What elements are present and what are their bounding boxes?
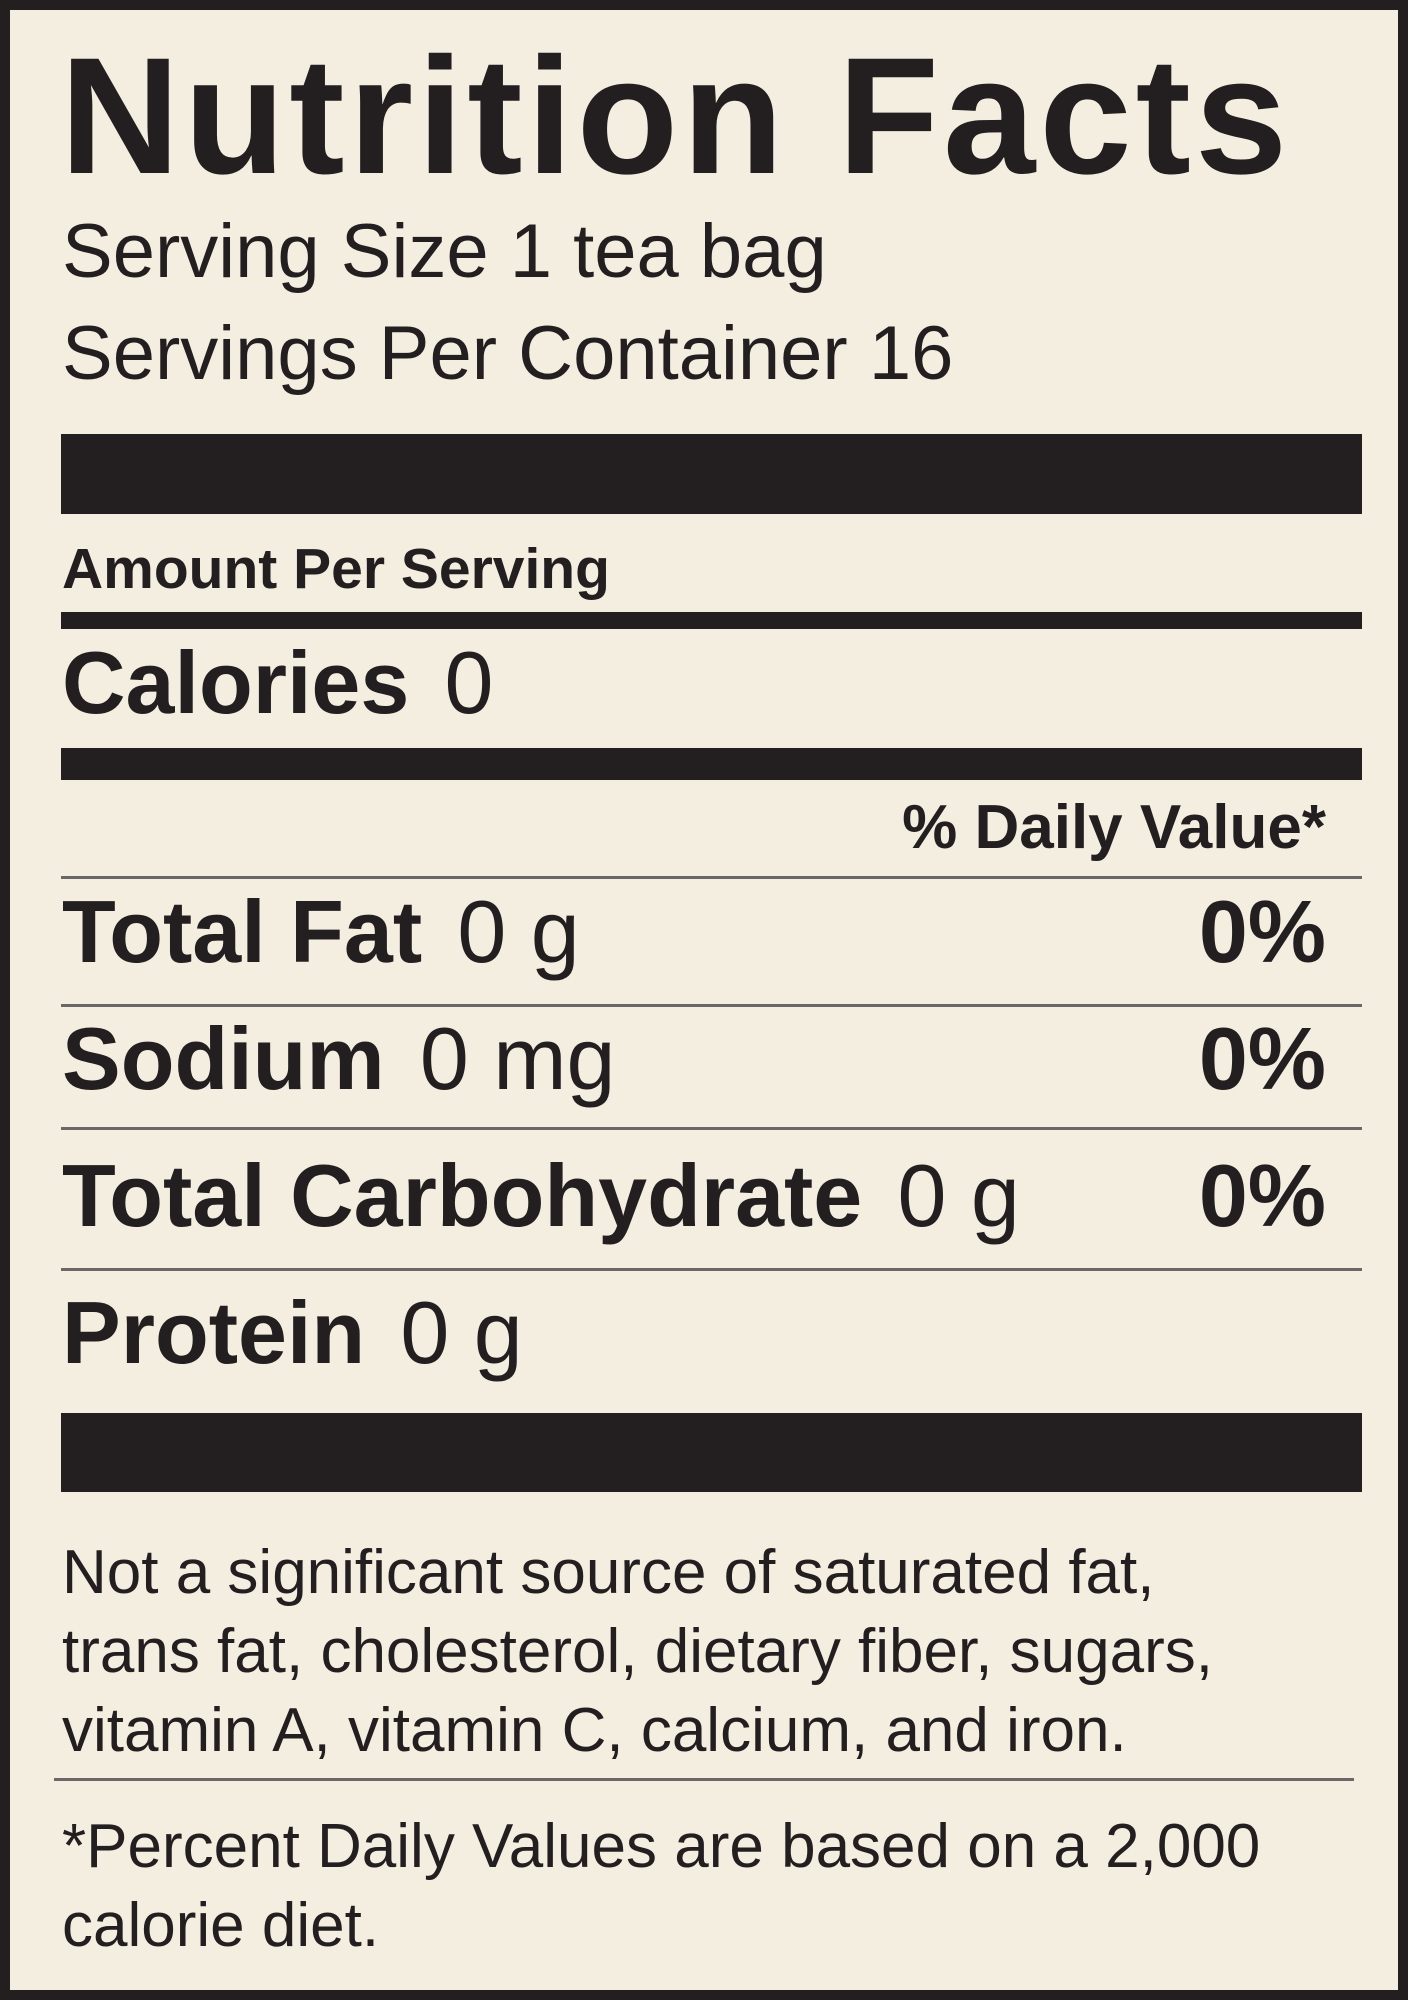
thin-divider [61,1268,1362,1271]
nutrient-label: Total Fat [62,882,423,981]
calories-value: 0 [444,633,494,732]
thin-divider [54,1778,1354,1781]
nutrient-row-protein: Protein 0 g [62,1289,523,1377]
calories-label: Calories [62,633,410,732]
footnote-line: *Percent Daily Values are based on a 2,0… [62,1812,1261,1881]
calories-row: Calories 0 [62,639,493,727]
not-significant-note: Not a significant source of saturated fa… [62,1533,1213,1770]
medium-divider [61,612,1362,629]
nutrient-amount: 0 mg [419,1009,616,1108]
note-line: vitamin A, vitamin C, calcium, and iron. [62,1696,1127,1765]
nutrient-amount: 0 g [400,1283,523,1382]
nutrient-row-total-fat: Total Fat 0 g [62,888,580,976]
nutrient-dv: 0% [1198,1146,1326,1245]
nutrient-label: Protein [62,1283,366,1382]
serving-size: Serving Size 1 tea bag [62,209,827,294]
nutrient-label: Total Carbohydrate [62,1146,863,1245]
footnote-line: calorie diet. [62,1891,380,1960]
nutrient-dv: 0% [1198,882,1326,981]
thin-divider [61,1127,1362,1130]
thin-divider [61,876,1362,879]
label-title: Nutrition Facts [60,24,1292,209]
thick-divider [61,1413,1362,1492]
note-line: trans fat, cholesterol, dietary fiber, s… [62,1617,1213,1686]
nutrient-row-total-carbohydrate: Total Carbohydrate 0 g [62,1152,1020,1240]
servings-per-container: Servings Per Container 16 [62,311,954,396]
nutrient-label: Sodium [62,1009,385,1108]
nutrient-row-sodium: Sodium 0 mg [62,1015,615,1103]
daily-value-footnote: *Percent Daily Values are based on a 2,0… [62,1807,1260,1965]
thick-divider [61,434,1362,514]
nutrient-amount: 0 g [457,882,580,981]
nutrient-dv: 0% [1198,1009,1326,1108]
daily-value-header: % Daily Value* [902,793,1326,862]
medium-divider [61,748,1362,780]
nutrient-amount: 0 g [897,1146,1020,1245]
note-line: Not a significant source of saturated fa… [62,1538,1155,1607]
amount-per-serving: Amount Per Serving [62,537,610,601]
thin-divider [61,1004,1362,1007]
